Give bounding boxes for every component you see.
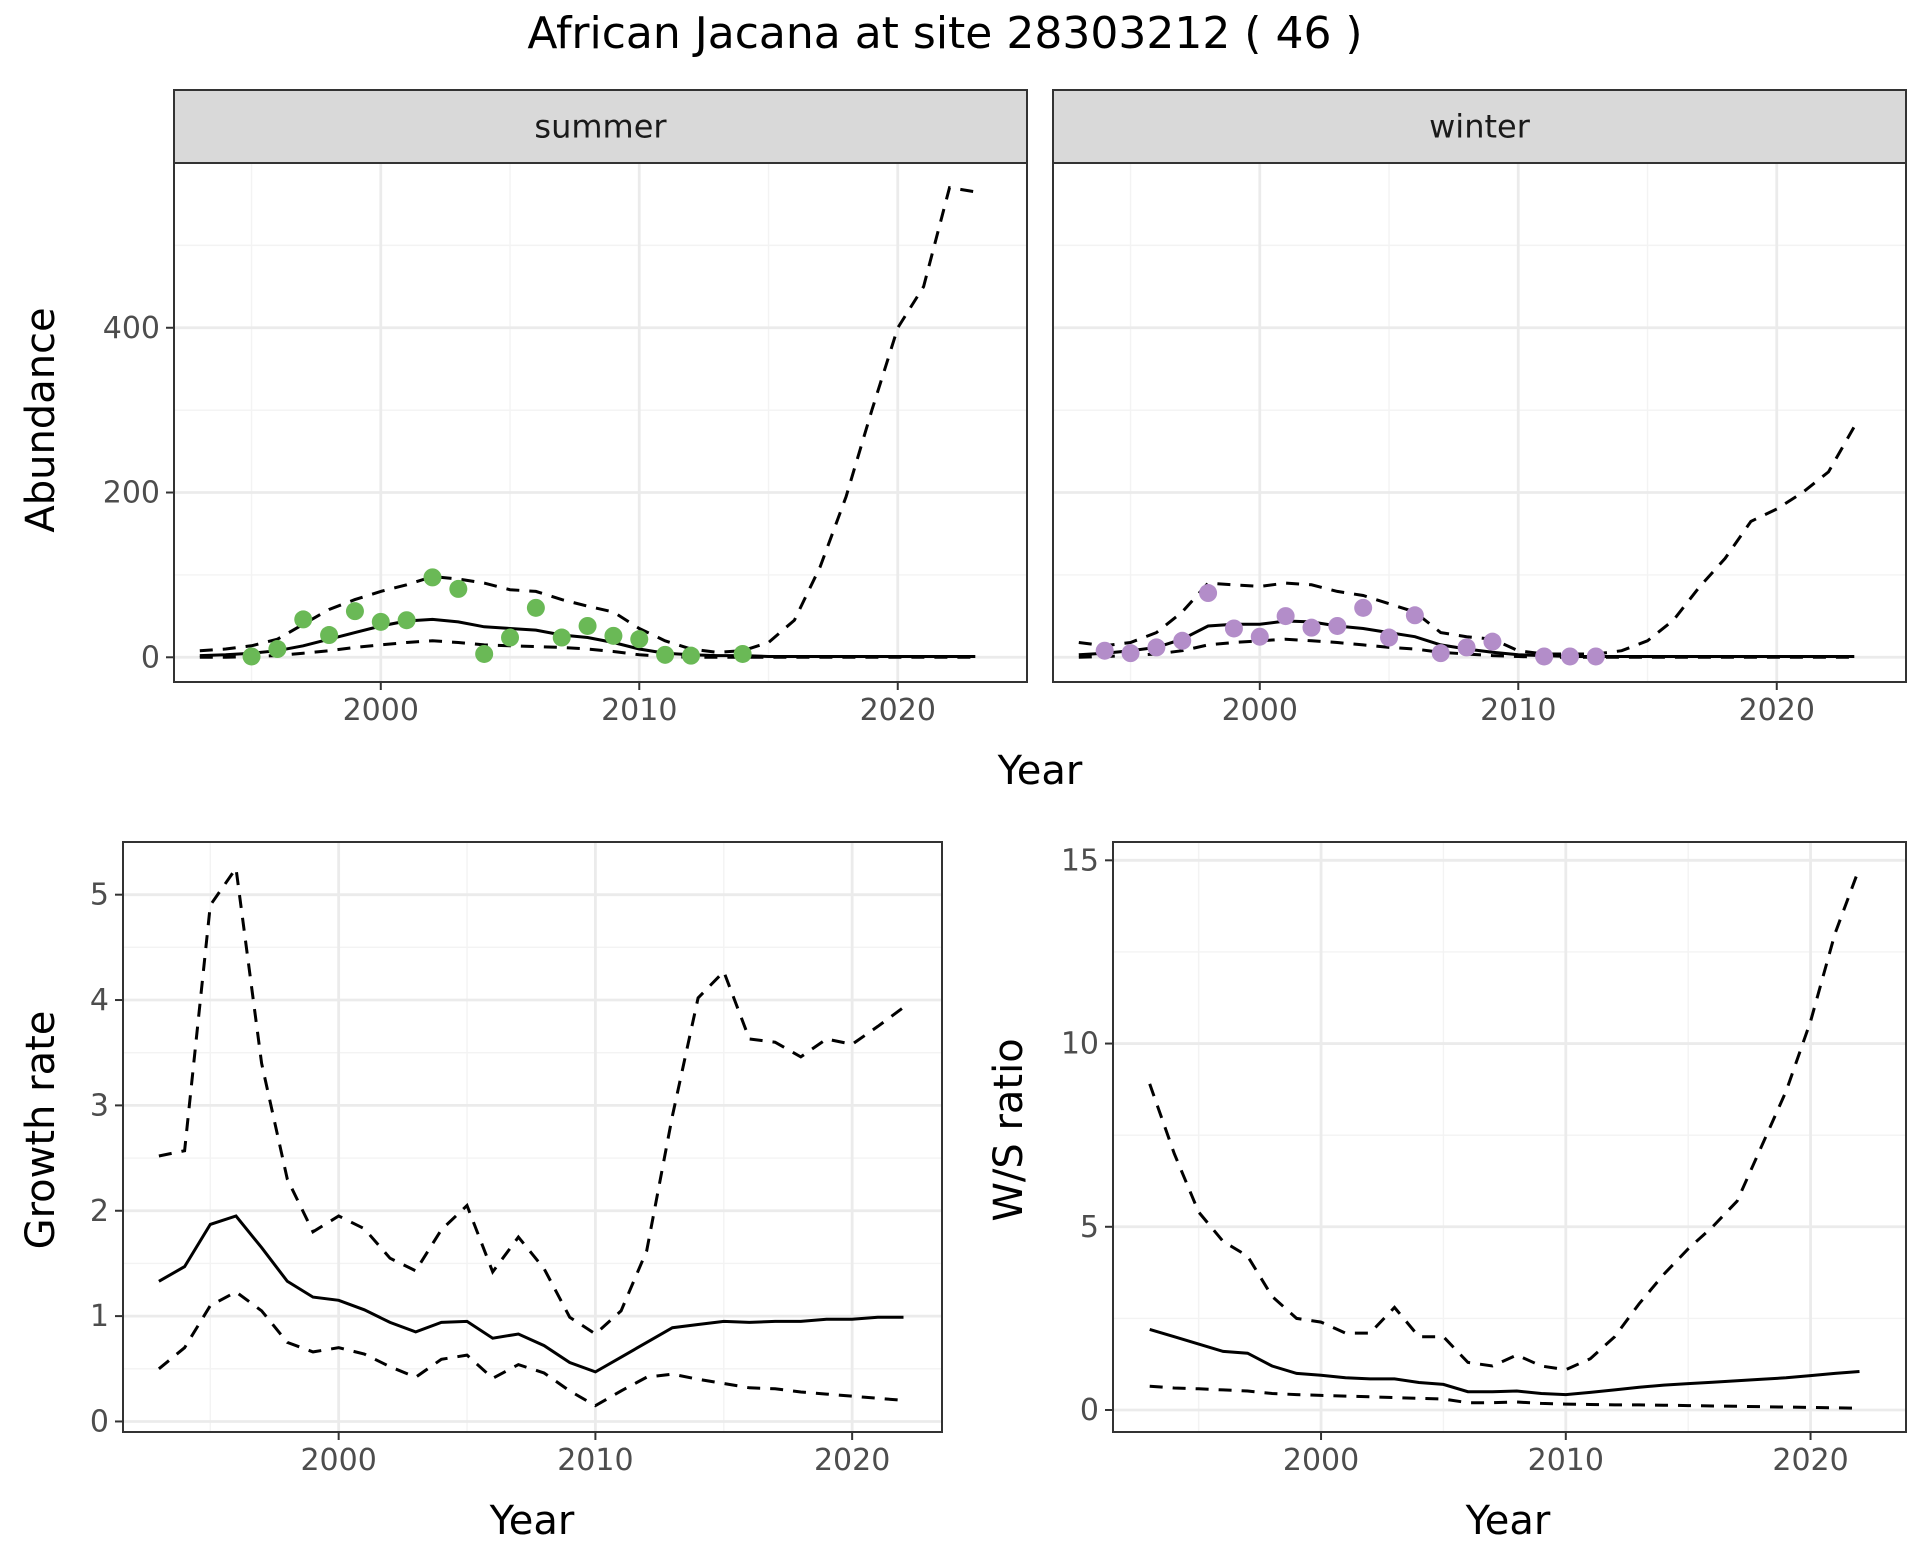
ws-ratio-x-axis-title: Year	[1465, 1498, 1551, 1544]
panel-border	[1112, 841, 1907, 1433]
data-point	[1302, 618, 1321, 637]
y-tick-label: 10	[1061, 1027, 1099, 1062]
data-point	[242, 647, 261, 666]
data-point	[656, 645, 675, 664]
data-point	[604, 626, 623, 645]
y-tick-label: 4	[90, 983, 109, 1018]
panel-border	[122, 841, 943, 1433]
data-point	[681, 646, 700, 665]
abundance-x-axis-title: Year	[997, 748, 1083, 794]
data-point	[1483, 632, 1502, 651]
data-point	[397, 611, 416, 630]
y-tick-label: 0	[141, 640, 160, 675]
x-tick-label: 2020	[1739, 693, 1815, 728]
x-tick-label: 2000	[343, 693, 419, 728]
data-point	[1535, 647, 1554, 666]
data-point	[475, 644, 494, 663]
upper-bound-line	[158, 864, 905, 1336]
data-point	[733, 644, 752, 663]
facet-strip	[1052, 89, 1907, 164]
growth-rate-x-axis-title: Year	[489, 1498, 575, 1544]
abundance-y-axis-title: Abundance	[18, 307, 64, 532]
figure-title: African Jacana at site 28303212 ( 46 )	[527, 8, 1362, 59]
facet-strip	[173, 89, 1028, 164]
y-tick-label: 2	[90, 1194, 109, 1229]
data-point	[1560, 647, 1579, 666]
ws-ratio-panel: 0 5 10 15 2000 2010 2020	[1061, 841, 1907, 1478]
x-tick-label: 2010	[1528, 1443, 1604, 1478]
y-tick-label: 5	[90, 878, 109, 913]
data-point	[320, 626, 339, 645]
x-tick-label: 2010	[601, 693, 677, 728]
panel-background	[1113, 842, 1906, 1432]
data-point	[1224, 619, 1243, 638]
x-tick-label: 2000	[1283, 1443, 1359, 1478]
x-tick-label: 2020	[814, 1443, 890, 1478]
data-point	[371, 612, 390, 631]
data-point	[1431, 644, 1450, 663]
panel-background	[123, 842, 942, 1432]
data-point	[1173, 631, 1192, 650]
y-tick-label: 200	[103, 476, 160, 511]
data-point	[1147, 638, 1166, 657]
y-tick-label: 3	[90, 1088, 109, 1123]
data-point	[1328, 616, 1347, 635]
x-tick-label: 2000	[300, 1443, 376, 1478]
lower-bound-line	[157, 1290, 904, 1408]
x-tick-label: 2020	[860, 693, 936, 728]
data-point	[1405, 606, 1424, 625]
y-tick-label: 0	[90, 1404, 109, 1439]
data-point	[1276, 607, 1295, 626]
x-tick-label: 2010	[557, 1443, 633, 1478]
data-point	[423, 568, 442, 587]
x-tick-label: 2020	[1772, 1443, 1848, 1478]
data-point	[449, 579, 468, 598]
summer-abundance-panel: 0 200 400 2000 2010 2020 summer	[103, 89, 1028, 728]
mean-line	[158, 1214, 904, 1374]
mean-line	[1149, 1327, 1860, 1397]
y-tick-label: 15	[1061, 843, 1099, 878]
data-point	[1199, 584, 1218, 603]
growth-rate-panel: 0 1 2 3 4 5 2000 2010 2020	[90, 841, 943, 1478]
data-point	[268, 640, 287, 659]
y-tick-label: 400	[103, 311, 160, 346]
data-point	[1586, 647, 1605, 666]
y-tick-label: 0	[1080, 1393, 1099, 1428]
upper-bound-line	[1148, 867, 1861, 1372]
facet-strip-label: summer	[534, 108, 667, 146]
ws-ratio-y-axis-title: W/S ratio	[986, 1038, 1032, 1221]
data-point	[552, 628, 571, 647]
upper-bound-line	[199, 186, 976, 654]
panel-background	[1053, 163, 1906, 682]
facet-strip-label: winter	[1429, 108, 1531, 146]
data-point	[1121, 644, 1140, 663]
y-tick-label: 1	[90, 1299, 109, 1334]
data-point	[1095, 641, 1114, 660]
data-point	[1250, 627, 1269, 646]
upper-bound-line	[1078, 425, 1856, 656]
data-point	[294, 610, 313, 629]
y-tick-label: 5	[1080, 1210, 1099, 1245]
data-point	[526, 598, 545, 617]
data-point	[345, 602, 364, 621]
x-tick-label: 2010	[1480, 693, 1556, 728]
data-point	[501, 628, 520, 647]
data-point	[578, 616, 597, 635]
x-tick-label: 2000	[1222, 693, 1298, 728]
data-point	[1457, 638, 1476, 657]
winter-abundance-panel: 2000 2010 2020 winter	[1052, 89, 1907, 728]
growth-rate-y-axis-title: Growth rate	[18, 1011, 64, 1250]
data-point	[630, 630, 649, 649]
lower-bound-line	[1149, 1384, 1860, 1410]
data-point	[1354, 598, 1373, 617]
panel-background	[174, 163, 1027, 682]
data-point	[1380, 628, 1399, 647]
